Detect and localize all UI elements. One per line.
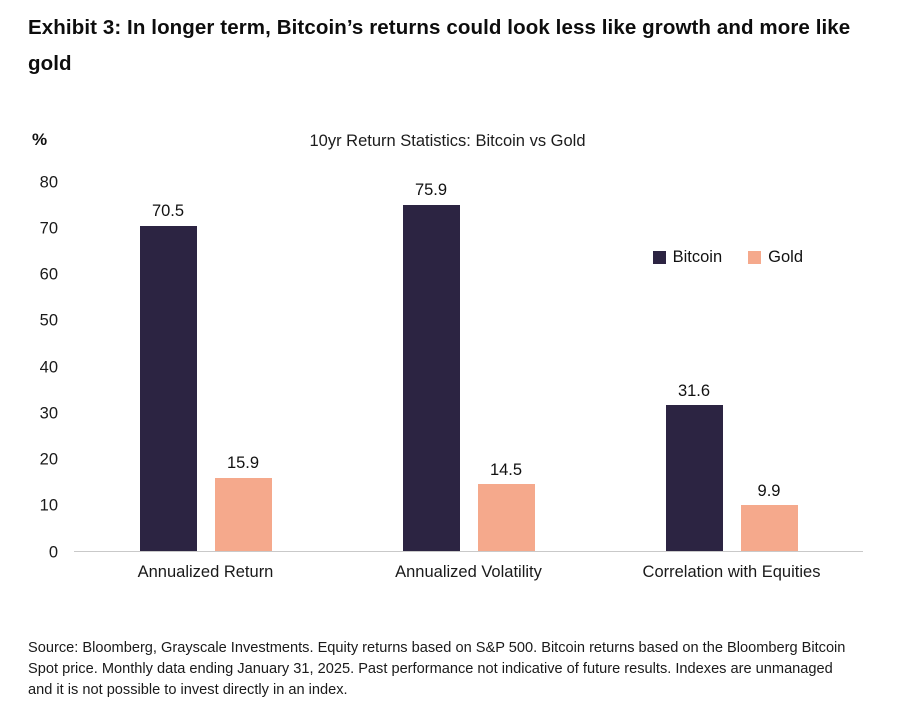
y-tick-label: 70 (39, 219, 58, 237)
x-axis-category-label: Annualized Return (137, 563, 274, 581)
legend-item-bitcoin: Bitcoin (652, 248, 723, 267)
bar-group: 75.9 14.5 (337, 182, 600, 551)
bar-value-label: 75.9 (414, 181, 448, 199)
source-note: Source: Bloomberg, Grayscale Investments… (28, 640, 846, 698)
y-axis-unit-label: % (32, 130, 48, 149)
y-tick-label: 30 (39, 404, 58, 422)
exhibit-heading: Exhibit 3: In longer term, Bitcoin’s ret… (28, 16, 851, 75)
bar-gold (477, 484, 535, 551)
bar-group: 70.5 15.9 (74, 182, 337, 551)
bar-column: 75.9 (402, 181, 460, 551)
bar-gold (214, 477, 272, 551)
bar-group: 31.6 9.9 (600, 182, 863, 551)
plot-area: 70.5 15.9 75.9 14.5 31.6 9.9 (74, 182, 863, 552)
bar-column: 15.9 (214, 182, 272, 551)
x-axis-category-label: Annualized Volatility (395, 563, 542, 581)
y-tick-label: 50 (39, 311, 58, 330)
legend-swatch-icon (748, 251, 762, 264)
x-axis-labels: Annualized Return Annualized Volatility Co… (74, 563, 863, 582)
legend-item-gold: Gold (748, 248, 803, 267)
bar-value-label: 70.5 (151, 202, 185, 221)
y-axis: 0 10 20 30 40 50 60 70 80 (28, 174, 64, 560)
bar-column: 9.9 (740, 182, 798, 551)
legend: Bitcoin Gold (652, 248, 803, 267)
bar-chart: % 10yr Return Statistics: Bitcoin vs Gol… (28, 130, 867, 616)
y-tick-label: 10 (39, 496, 58, 515)
bar-value-label: 15.9 (226, 454, 260, 473)
x-axis-category-label: Correlation with Equities (642, 563, 821, 581)
y-tick-label: 80 (39, 172, 58, 191)
legend-label: Bitcoin (672, 248, 723, 266)
bar-bitcoin (665, 405, 723, 551)
legend-swatch-icon (652, 251, 666, 264)
bar-bitcoin (402, 204, 460, 551)
bar-value-label: 9.9 (757, 481, 781, 500)
bar-bitcoin (139, 225, 197, 551)
bar-column: 31.6 (665, 182, 723, 551)
bar-value-label: 14.5 (489, 460, 523, 479)
chart-title: 10yr Return Statistics: Bitcoin vs Gold (309, 132, 586, 150)
bar-gold (740, 505, 798, 551)
y-tick-label: 20 (39, 450, 58, 469)
bar-column: 14.5 (477, 182, 535, 551)
bar-column: 70.5 (139, 182, 197, 551)
y-tick-label: 40 (39, 357, 58, 376)
legend-label: Gold (768, 248, 803, 266)
y-tick-label: 60 (39, 265, 58, 284)
bar-value-label: 31.6 (677, 381, 711, 400)
y-tick-label: 0 (48, 542, 58, 561)
